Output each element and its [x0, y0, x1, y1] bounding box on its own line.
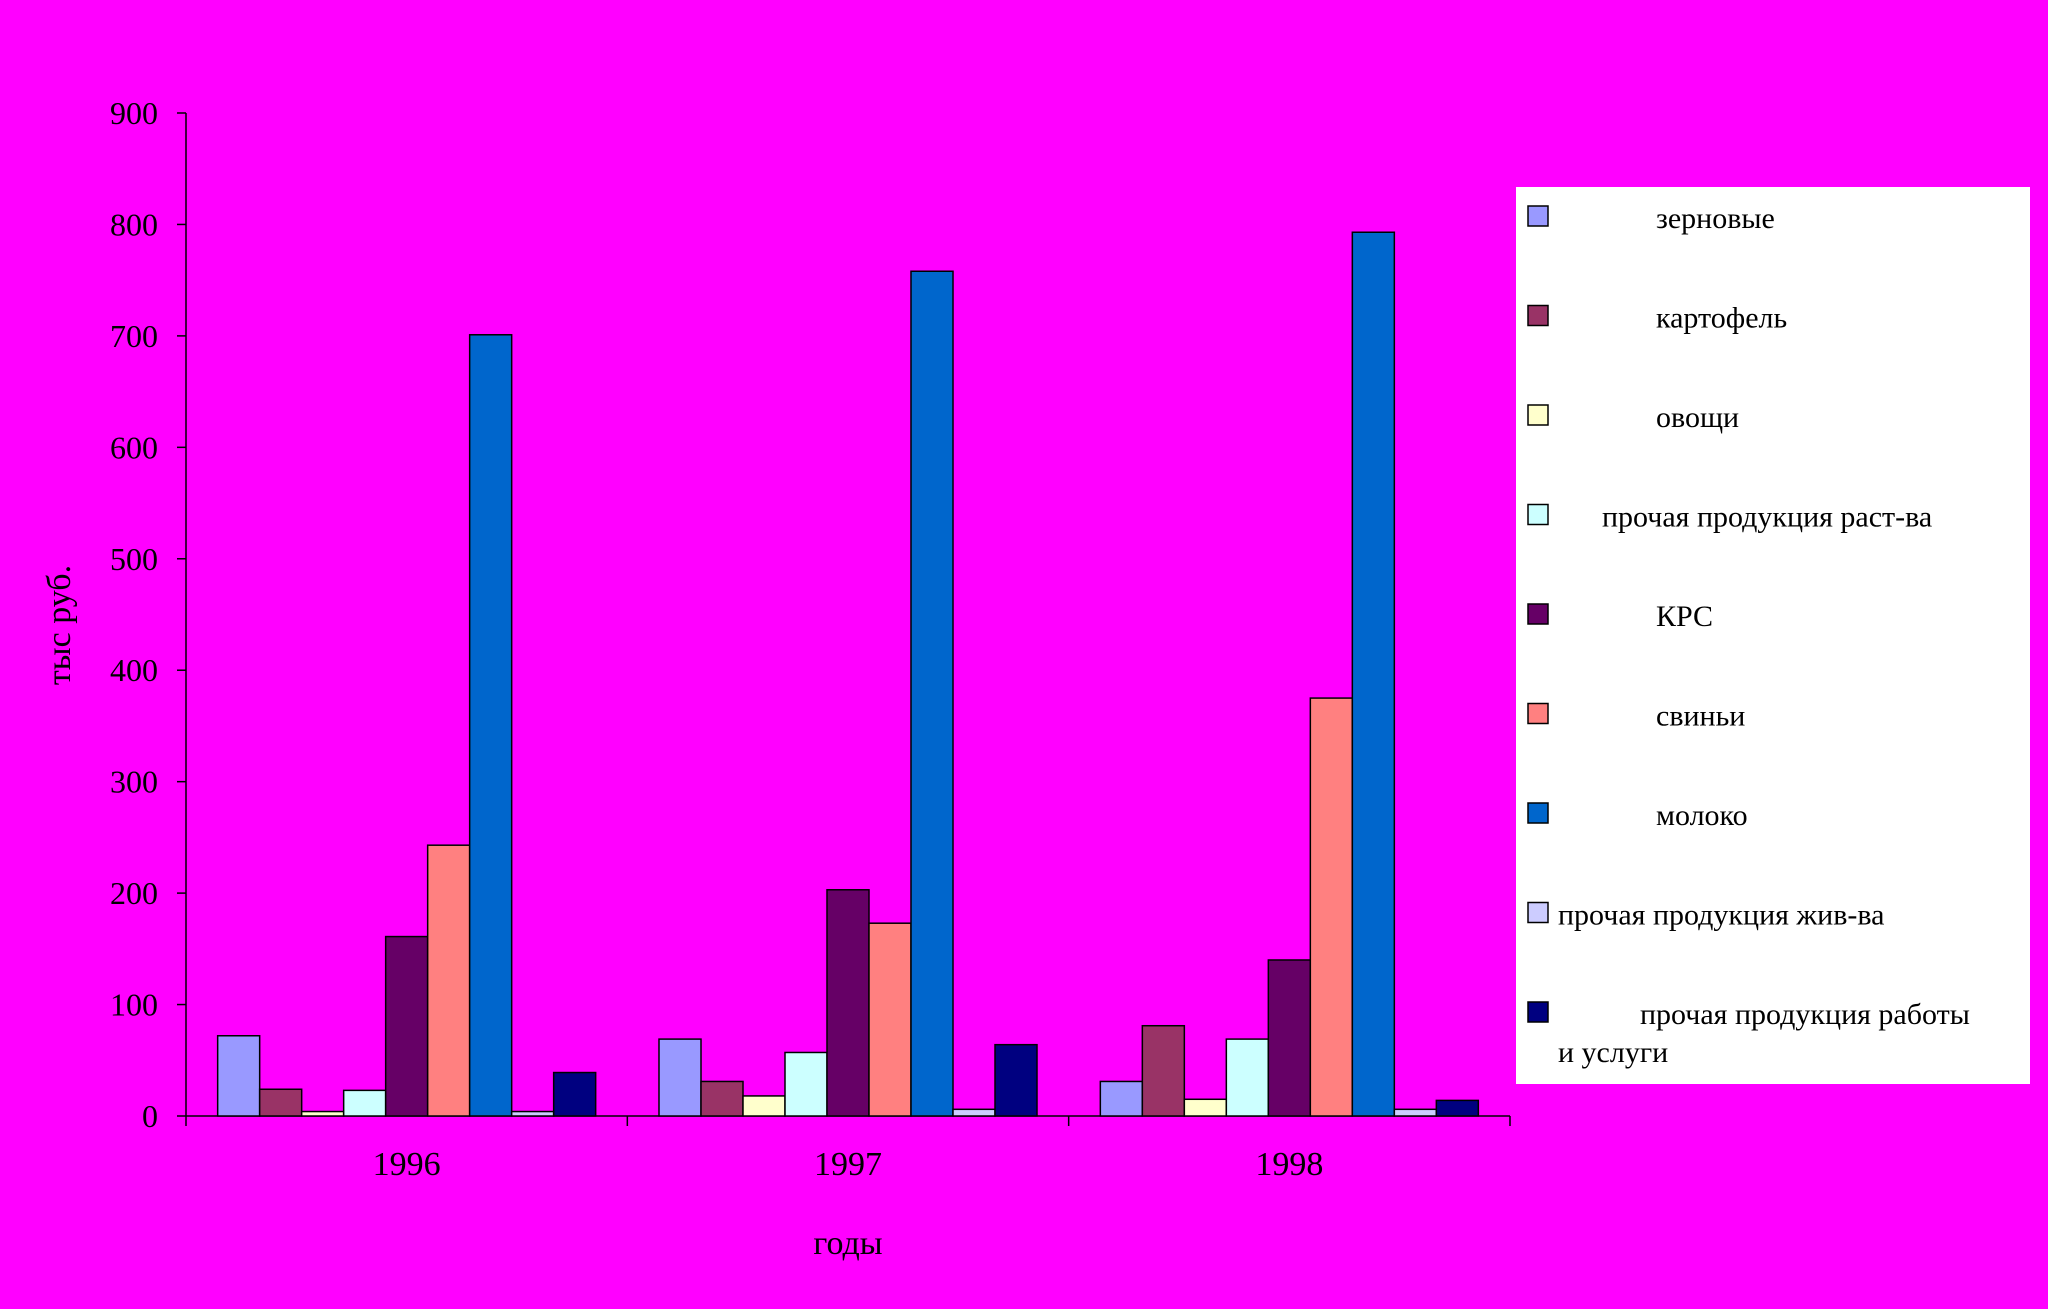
legend-label: прочая продукция жив-ва	[1558, 899, 1884, 932]
y-tick-label: 600	[110, 429, 158, 465]
bars	[216, 231, 1480, 1117]
bar-1997-9	[994, 1043, 1038, 1117]
legend-swatch	[1527, 802, 1549, 824]
bar-1996-1	[216, 1035, 261, 1117]
legend-swatch	[1527, 205, 1549, 227]
y-tick-label: 0	[142, 1098, 158, 1134]
bar-1997-5	[826, 889, 870, 1117]
y-tick-label: 400	[110, 652, 158, 688]
bar-1997-4	[784, 1051, 828, 1117]
bar-1997-6	[868, 922, 912, 1117]
legend-swatch	[1527, 1001, 1549, 1023]
bar-1996-2	[258, 1088, 303, 1117]
legend-label: молоко	[1656, 799, 1748, 832]
bar-1996-5	[384, 935, 429, 1117]
legend-swatch	[1527, 404, 1549, 426]
bar-1998-7	[1351, 231, 1396, 1117]
y-tick-label: 700	[110, 318, 158, 354]
y-tick-label: 200	[110, 875, 158, 911]
bar-1997-8	[952, 1108, 996, 1117]
legend-label: зерновые	[1656, 202, 1775, 235]
bar-1998-6	[1309, 697, 1354, 1117]
bar-1997-1	[658, 1038, 702, 1117]
bar-1996-8	[510, 1110, 555, 1117]
legend-box	[1516, 187, 2030, 1084]
legend-label: картофель	[1656, 302, 1787, 335]
bar-1997-2	[700, 1080, 744, 1117]
bar-1998-9	[1435, 1099, 1480, 1117]
bar-1998-5	[1267, 959, 1312, 1117]
x-tick-label: 1998	[1255, 1146, 1323, 1183]
legend-swatch	[1527, 503, 1549, 526]
bar-1998-1	[1099, 1080, 1144, 1117]
bar-1998-3	[1183, 1098, 1228, 1117]
axes: 0 100 200 300 400 500 600 700 800 900 1996 1997 1998	[110, 95, 1511, 1183]
legend: зерновые картофель овощи прочая продукция р…	[1516, 187, 2030, 1084]
x-tick-label: 1997	[814, 1146, 882, 1183]
legend-label: овощи	[1656, 401, 1739, 434]
bar-1996-6	[426, 844, 471, 1117]
bar-1997-3	[742, 1095, 786, 1117]
bar-1996-4	[342, 1089, 387, 1117]
y-tick-label: 300	[110, 764, 158, 800]
y-axis-title: тыс руб.	[41, 565, 78, 685]
bar-1997-7	[910, 270, 954, 1117]
legend-swatch	[1527, 901, 1549, 924]
bar-1996-9	[552, 1071, 597, 1117]
y-tick-label: 500	[110, 541, 158, 577]
x-tick-label: 1996	[373, 1146, 441, 1183]
legend-swatch	[1527, 702, 1549, 725]
legend-label: и услуги	[1558, 1036, 1668, 1069]
bar-1998-8	[1393, 1108, 1438, 1117]
legend-label: КРС	[1656, 600, 1713, 633]
legend-label: прочая продукция раст-ва	[1602, 501, 1932, 534]
legend-label: свиньи	[1656, 700, 1745, 733]
y-tick-label: 900	[110, 95, 158, 131]
legend-swatch	[1527, 603, 1549, 625]
x-axis-title: годы	[813, 1225, 882, 1262]
bar-1996-3	[300, 1110, 345, 1117]
y-tick-label: 800	[110, 206, 158, 242]
bar-1996-7	[468, 334, 513, 1117]
y-tick-label: 100	[110, 987, 158, 1023]
legend-swatch	[1527, 304, 1549, 327]
legend-label: прочая продукция работы	[1640, 998, 1970, 1031]
bar-1998-2	[1141, 1024, 1186, 1117]
bar-1998-4	[1225, 1038, 1270, 1117]
